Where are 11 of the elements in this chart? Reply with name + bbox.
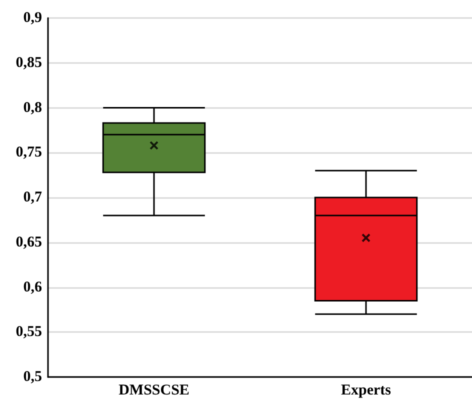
x-tick-label: DMSSCSE [118, 382, 190, 398]
y-tick-label: 0,55 [16, 324, 42, 340]
y-tick-label: 0,5 [23, 369, 42, 385]
y-tick-label: 0,75 [16, 144, 42, 161]
x-tick-label: Experts [341, 382, 392, 398]
y-tick-label: 0,7 [23, 190, 42, 206]
y-tick-label: 0,8 [23, 100, 42, 116]
y-tick-label: 0,6 [23, 279, 42, 296]
y-tick-label: 0,65 [16, 234, 42, 250]
y-tick-label: 0,85 [16, 54, 42, 71]
y-tick-label: 0,9 [23, 10, 42, 26]
